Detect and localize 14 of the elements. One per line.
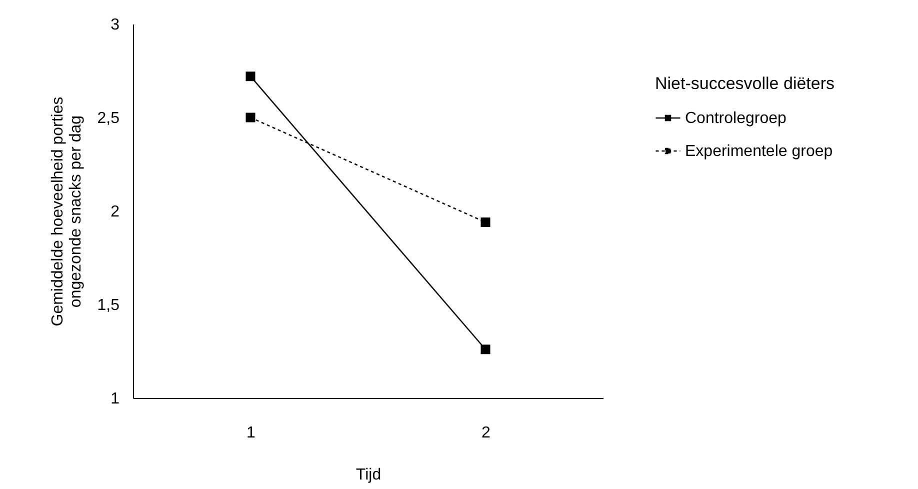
point <box>246 112 256 122</box>
legend-label: Controlegroep <box>685 110 786 127</box>
y-axis-title: Gemiddelde hoeveelheid porties ongezonde snacks per dag <box>49 96 84 326</box>
x-axis-title: Tijd <box>356 466 382 484</box>
y-tick-label: 2,5 <box>97 110 120 127</box>
y-tick-label: 3 <box>110 16 120 34</box>
point <box>246 72 256 82</box>
point <box>480 217 490 227</box>
y-tick-label: 2 <box>110 204 120 220</box>
y-tick-label: 1,5 <box>97 297 120 314</box>
legend-title: Niet-succesvolle diëters <box>655 74 835 93</box>
point <box>480 344 490 354</box>
y-tick-label: 1 <box>110 390 120 408</box>
legend-label: Experimentele groep <box>685 143 833 160</box>
